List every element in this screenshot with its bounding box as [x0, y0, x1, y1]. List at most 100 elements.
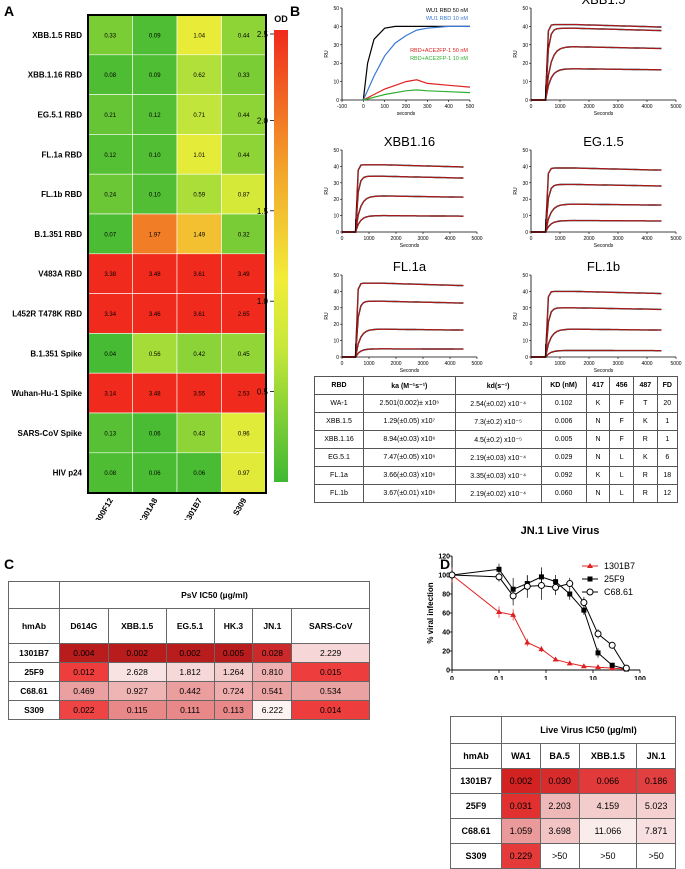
table-row: FL.1a 3.66(±0.03) x10⁶ 3.35(±0.03) x10⁻⁴ 0.… — [314, 466, 679, 485]
heatmap-cell-value: 0.32 — [238, 232, 250, 238]
psv-col-header: SARS-CoV — [291, 608, 370, 644]
table-row: C68.61 0.469 0.927 0.442 0.724 0.541 0.534 — [8, 681, 370, 701]
heatmap-row-label: B.1.351 RBD — [34, 230, 82, 239]
spr-legend-entry: WU1 RBD 10 nM — [426, 16, 469, 22]
table-row: FL.1b 3.67(±0.01) x10⁶ 2.19(±0.02) x10⁻⁴ 0.… — [314, 484, 679, 503]
spr-series-line — [531, 68, 662, 101]
table-cell: 0.102 — [540, 394, 587, 413]
x-tick-label: 5000 — [670, 104, 681, 110]
heatmap-cell-value: 0.56 — [149, 352, 161, 358]
heatmap-cell — [87, 253, 133, 294]
heatmap-cell — [176, 94, 222, 135]
y-axis-title: RU — [513, 312, 519, 320]
heatmap-cell-value: 0.10 — [149, 193, 161, 199]
table-row: 1301B7 0.002 0.030 0.066 0.186 — [450, 768, 676, 794]
spr-fit-line — [531, 307, 662, 358]
spr-fit-line — [531, 184, 662, 233]
y-tick-label: 50 — [333, 273, 339, 279]
table-cell: 0.534 — [291, 681, 370, 701]
y-tick-label: 20 — [333, 197, 339, 203]
data-point — [622, 664, 630, 672]
spr-fit-line — [342, 175, 464, 233]
colorbar-tick-label: 2.5 — [257, 30, 269, 39]
colorbar-tick-label: 0.5 — [257, 388, 269, 397]
heatmap-row-label: SARS-CoV Spike — [18, 429, 83, 438]
legend-label: 25F9 — [604, 574, 625, 584]
x-tick-label: 3000 — [612, 361, 623, 367]
legend-marker — [586, 588, 594, 596]
heatmap-cell-value: 0.21 — [104, 113, 116, 119]
table-cell: 0.004 — [59, 643, 109, 663]
spr-series-line — [342, 282, 464, 358]
x-tick-label: 100 — [380, 104, 389, 110]
spr-series-line — [531, 349, 662, 358]
spr-plot-title: XBB1.16 — [384, 134, 435, 149]
jn1-chart-title: JN.1 Live Virus — [521, 525, 600, 537]
x-tick-label: 200 — [402, 104, 411, 110]
x-tick-label: 4000 — [641, 236, 652, 242]
x-tick-label: -100 — [337, 104, 347, 110]
heatmap-cell-value: 0.12 — [104, 153, 116, 159]
heatmap-row-label: FL.1b RBD — [41, 190, 82, 199]
y-tick-label: 30 — [522, 43, 528, 49]
heatmap-cell — [87, 333, 133, 374]
y-tick-label: 10 — [522, 214, 528, 220]
heatmap-cell-value: 0.08 — [104, 471, 116, 477]
spr-fit-line — [531, 350, 662, 358]
data-point — [566, 580, 574, 588]
data-point — [524, 639, 531, 645]
table-cell: 3.698 — [539, 818, 580, 844]
heatmap-cell-value: 0.45 — [238, 352, 250, 358]
spr-series-line — [531, 203, 662, 233]
table-cell: N — [585, 484, 611, 503]
heatmap-cell-value: 3.49 — [238, 272, 250, 278]
data-point — [595, 664, 602, 670]
y-tick-label: 0 — [336, 230, 339, 236]
table-cell: 1.059 — [501, 818, 541, 844]
legend-marker — [587, 563, 593, 568]
heatmap-cell — [221, 94, 267, 135]
table-cell: 0.541 — [252, 681, 293, 701]
table-cell: 0.030 — [539, 768, 580, 794]
panel-letter-a: A — [4, 3, 15, 19]
live-virus-col-header: XBB.1.5 — [578, 743, 638, 769]
x-tick-label: 0 — [362, 104, 365, 110]
spr-fit-line — [342, 195, 464, 233]
data-point — [496, 566, 502, 572]
heatmap-row-label: L452R T478K RBD — [12, 310, 82, 319]
row-label: S309 — [8, 700, 60, 720]
table-cell: 2.203 — [539, 793, 580, 819]
heatmap-cell-value: 0.24 — [104, 193, 116, 199]
table-cell: 1 — [656, 430, 679, 449]
y-tick-label: 0 — [525, 230, 528, 236]
table-cell: K — [585, 394, 611, 413]
heatmap-cell — [176, 293, 222, 334]
x-tick-label: 3000 — [612, 236, 623, 242]
table-cell: 0.113 — [213, 700, 254, 720]
heatmap-cell-value: 2.53 — [238, 392, 250, 398]
y-tick-label: 50 — [522, 6, 528, 12]
y-tick-label: 50 — [333, 148, 339, 154]
y-tick-label: 10 — [333, 80, 339, 86]
table-cell: F — [609, 412, 634, 431]
heatmap-cell-value: 0.97 — [238, 471, 250, 477]
table-cell: 2.501(0.002)± x10⁶ — [363, 394, 456, 413]
x-tick-label: 0.1 — [494, 676, 504, 680]
colorbar-tick-label: 1.0 — [257, 297, 269, 306]
table-cell: K — [632, 412, 658, 431]
spr-fit-line — [531, 291, 662, 358]
table-cell: R — [632, 466, 658, 485]
spr-series-line — [363, 79, 471, 101]
table-cell: 3.66(±0.03) x10⁶ — [363, 466, 456, 485]
x-tick-label: 4000 — [641, 361, 652, 367]
x-tick-label: 2000 — [583, 104, 594, 110]
spr-series-line — [342, 328, 464, 358]
heatmap-cell — [132, 293, 178, 334]
y-tick-label: 20 — [333, 61, 339, 67]
heatmap-cell-value: 0.07 — [104, 232, 116, 238]
table-cell: T — [632, 394, 658, 413]
spr-series-line — [342, 195, 464, 233]
x-tick-label: 100 — [634, 676, 646, 680]
x-tick-label: 3000 — [417, 361, 428, 367]
table-cell: 3.35(±0.03) x10⁻⁴ — [454, 466, 542, 485]
